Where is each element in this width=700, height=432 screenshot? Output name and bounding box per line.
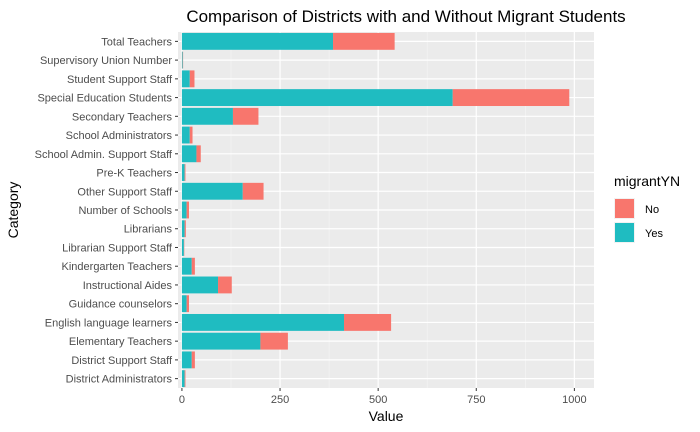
y-tick-label: School Admin. Support Staff	[35, 149, 173, 161]
bar-yes	[181, 220, 185, 238]
bar-no	[186, 201, 189, 219]
y-tick-label: Other Support Staff	[77, 186, 173, 198]
legend-title: migrantYN	[614, 173, 680, 189]
bar-no	[191, 351, 195, 369]
bar-no	[191, 257, 195, 275]
bar-yes	[181, 257, 192, 275]
bar-yes	[181, 313, 345, 331]
y-tick-label: Kindergarten Teachers	[62, 261, 173, 273]
bar-yes	[181, 107, 233, 125]
bar-yes	[181, 164, 185, 181]
bar-no	[186, 295, 189, 313]
bar-yes	[181, 145, 197, 163]
x-axis-ticks: 0 250 500 750 1000	[179, 388, 587, 406]
bar-yes	[181, 239, 184, 256]
bar-yes	[181, 370, 185, 388]
y-tick-label: Total Teachers	[101, 36, 172, 48]
bar-yes	[181, 51, 183, 69]
x-tick-label: 750	[467, 394, 485, 406]
y-tick-label: School Administrators	[66, 130, 173, 142]
y-tick-label: Guidance counselors	[69, 299, 173, 311]
bar-yes	[181, 182, 243, 200]
bar-no	[184, 370, 186, 388]
bar-yes	[181, 332, 261, 350]
legend: migrantYN No Yes	[614, 173, 680, 243]
chart-title: Comparison of Districts with and Without…	[186, 7, 625, 26]
y-tick-label: Pre-K Teachers	[96, 168, 172, 180]
bar-yes	[181, 351, 192, 369]
bars	[181, 32, 570, 388]
y-tick-label: Librarians	[124, 224, 173, 236]
y-axis-title: Category	[5, 182, 21, 239]
x-tick-label: 1000	[562, 394, 586, 406]
y-tick-label: Instructional Aides	[83, 280, 173, 292]
bar-no	[196, 145, 201, 163]
bar-yes	[181, 201, 187, 219]
bar-yes	[181, 295, 187, 313]
y-tick-label: Number of Schools	[78, 205, 172, 217]
bar-yes	[181, 70, 190, 88]
y-tick-label: Supervisory Union Number	[40, 55, 172, 67]
bar-yes	[181, 126, 190, 144]
bar-no	[232, 107, 259, 125]
legend-label-no: No	[645, 204, 659, 216]
legend-label-yes: Yes	[645, 228, 663, 240]
y-tick-label: Elementary Teachers	[69, 336, 173, 348]
bar-no	[184, 164, 186, 181]
bar-no	[189, 70, 195, 88]
y-tick-label: Secondary Teachers	[72, 111, 173, 123]
bar-no	[344, 313, 392, 331]
bar-no	[333, 32, 395, 50]
x-axis-title: Value	[369, 408, 404, 424]
bar-no	[218, 276, 232, 294]
y-tick-label: Student Support Staff	[67, 74, 173, 86]
y-tick-label: Special Education Students	[37, 93, 172, 105]
y-tick-label: English language learners	[45, 317, 173, 329]
y-tick-label: District Support Staff	[71, 355, 173, 367]
bar-yes	[181, 276, 219, 294]
y-axis-ticks: Total Teachers Supervisory Union Number St…	[35, 36, 178, 386]
y-tick-label: District Administrators	[66, 374, 173, 386]
bar-no	[452, 89, 570, 107]
x-tick-label: 0	[179, 394, 185, 406]
y-tick-label: Librarian Support Staff	[62, 242, 173, 254]
x-tick-label: 500	[369, 394, 387, 406]
bar-no	[184, 220, 186, 238]
bar-no	[242, 182, 264, 200]
bar-yes	[181, 32, 334, 50]
x-tick-label: 250	[271, 394, 289, 406]
legend-swatch-no	[615, 199, 634, 218]
bar-no	[189, 126, 193, 144]
bar-no	[260, 332, 288, 350]
bar-yes	[181, 89, 453, 107]
legend-swatch-yes	[615, 223, 634, 242]
